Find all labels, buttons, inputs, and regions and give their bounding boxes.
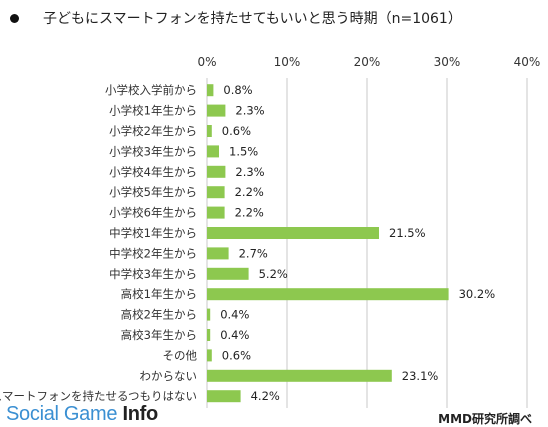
value-label: 2.2% <box>235 206 264 220</box>
bar <box>207 288 449 301</box>
bar <box>207 369 392 382</box>
bar <box>207 104 226 117</box>
category-label: 中学校2年生から <box>109 246 197 260</box>
bar <box>207 145 219 158</box>
x-tick-label: 40% <box>514 55 541 69</box>
category-label: 小学校6年生から <box>109 206 197 220</box>
value-label: 2.3% <box>235 165 264 179</box>
value-label: 0.6% <box>222 124 251 138</box>
bar <box>207 349 212 362</box>
category-label: その他 <box>163 348 198 362</box>
bar <box>207 165 226 178</box>
category-label: 小学校5年生から <box>109 185 197 199</box>
category-label: 小学校2年生から <box>109 124 197 138</box>
watermark-logo: Social Game Info <box>6 403 158 425</box>
bar <box>207 206 225 219</box>
bar <box>207 267 249 280</box>
x-tick-label: 0% <box>197 55 216 69</box>
x-tick-label: 20% <box>354 55 381 69</box>
category-label: 高校2年生から <box>121 308 197 322</box>
value-label: 30.2% <box>459 287 496 301</box>
value-label: 0.8% <box>223 83 252 97</box>
category-label: 小学校3年生から <box>109 144 197 158</box>
source-credit: MMD研究所調べ <box>438 412 532 426</box>
bar <box>207 308 211 321</box>
x-tick-label: 10% <box>274 55 301 69</box>
category-label: 中学校3年生から <box>109 267 197 281</box>
value-label: 0.6% <box>222 348 251 362</box>
value-label: 0.4% <box>220 308 249 322</box>
bar <box>207 186 225 199</box>
category-label: 小学校1年生から <box>109 104 197 118</box>
value-label: 5.2% <box>259 267 288 281</box>
bar <box>207 390 241 403</box>
bullet-icon <box>10 13 19 23</box>
value-label: 4.2% <box>251 389 280 403</box>
value-label: 0.4% <box>220 328 249 342</box>
chart-title-row: 子どもにスマートフォンを持たせてもいいと思う時期（n=1061） <box>10 8 462 28</box>
x-tick-label: 30% <box>434 55 461 69</box>
bar <box>207 329 211 341</box>
category-label: 小学校入学前から <box>105 83 197 97</box>
category-label: 高校1年生から <box>121 287 197 301</box>
value-label: 2.3% <box>235 104 264 118</box>
value-label: 1.5% <box>229 144 258 158</box>
bar <box>207 84 214 97</box>
category-label: わからない <box>140 369 198 383</box>
value-label: 2.7% <box>239 246 268 260</box>
bar <box>207 125 212 137</box>
value-label: 2.2% <box>235 185 264 199</box>
category-label: 小学校4年生から <box>109 165 197 179</box>
category-label: スマートフォンを持たせるつもりはない <box>0 389 197 403</box>
value-label: 21.5% <box>389 226 426 240</box>
value-label: 23.1% <box>402 369 439 383</box>
bar <box>207 227 379 239</box>
category-label: 高校3年生から <box>121 328 197 342</box>
chart-title: 子どもにスマートフォンを持たせてもいいと思う時期（n=1061） <box>43 11 462 27</box>
category-label: 中学校1年生から <box>109 226 197 240</box>
bar <box>207 247 229 260</box>
